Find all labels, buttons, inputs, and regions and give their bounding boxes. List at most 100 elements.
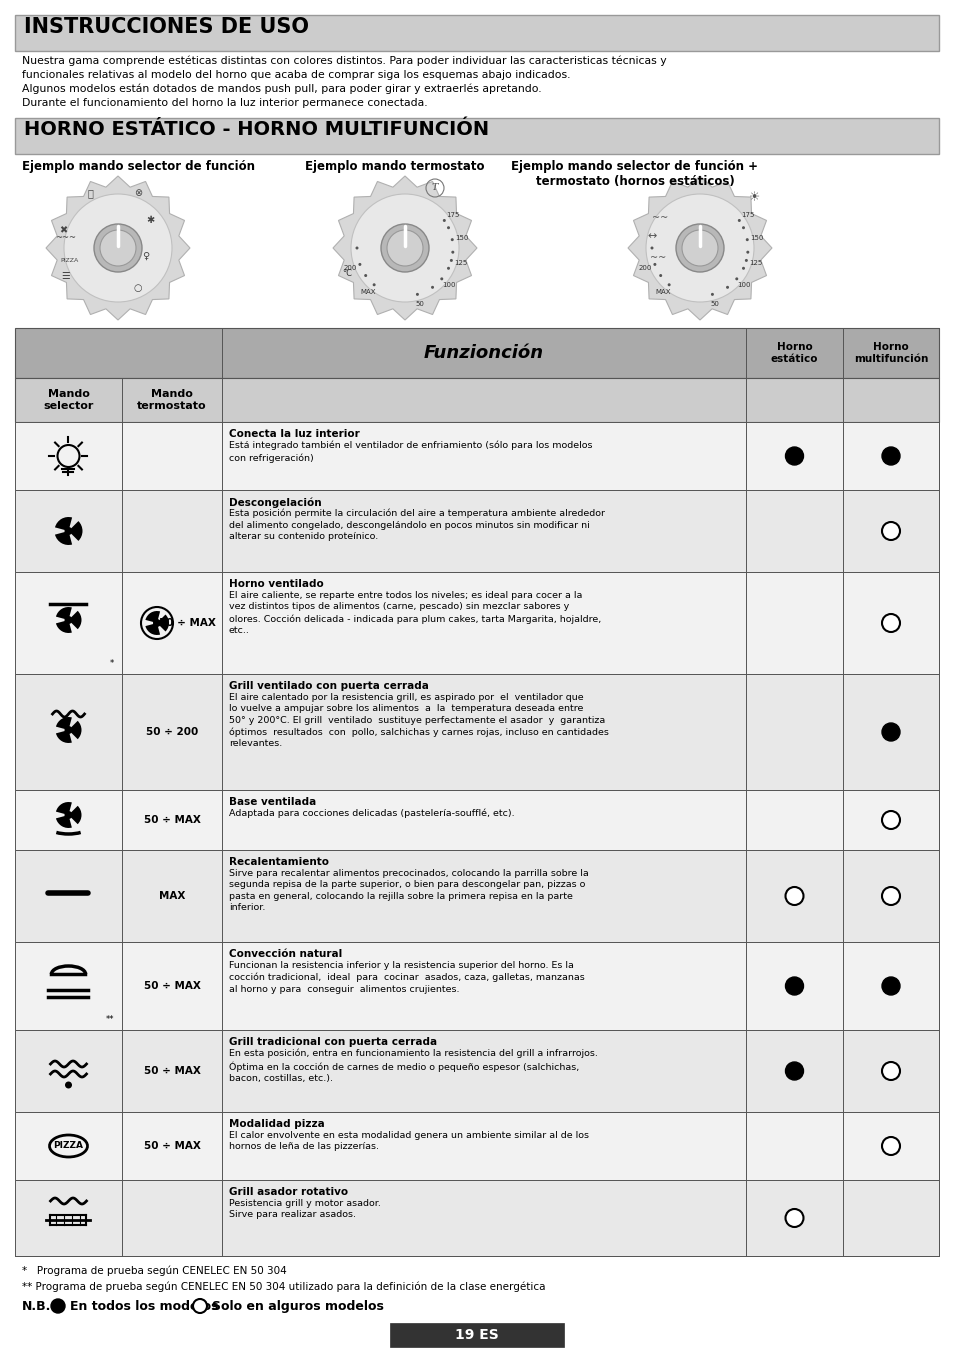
Wedge shape (145, 611, 160, 623)
Circle shape (784, 1209, 802, 1227)
Wedge shape (55, 531, 72, 544)
Circle shape (355, 246, 358, 250)
Bar (15, 942, 938, 1029)
Circle shape (439, 277, 443, 281)
Bar (15, 422, 938, 490)
Text: 175: 175 (740, 212, 754, 218)
Text: Ejemplo mando selector de función: Ejemplo mando selector de función (22, 159, 254, 173)
Text: ~~~: ~~~ (55, 234, 76, 242)
Text: Conecta la luz interior: Conecta la luz interior (229, 430, 359, 439)
Circle shape (725, 286, 728, 289)
Text: INSTRUCCIONES DE USO: INSTRUCCIONES DE USO (24, 18, 309, 36)
Text: 50 ÷ MAX: 50 ÷ MAX (143, 1066, 200, 1075)
Text: 200: 200 (343, 265, 356, 270)
Circle shape (882, 1062, 899, 1079)
Circle shape (351, 195, 458, 303)
Text: 125: 125 (749, 259, 761, 266)
Text: ⌒: ⌒ (87, 188, 92, 199)
Text: *   Programa de prueba según CENELEC EN 50 304: * Programa de prueba según CENELEC EN 50… (22, 1266, 287, 1277)
Text: El calor envolvente en esta modalidad genera un ambiente similar al de los
horno: El calor envolvente en esta modalidad ge… (229, 1131, 588, 1151)
Circle shape (659, 274, 661, 277)
Text: Horno ventilado: Horno ventilado (229, 580, 323, 589)
Bar (15, 378, 938, 422)
Circle shape (882, 977, 899, 994)
Bar (15, 15, 938, 51)
Text: ✱: ✱ (146, 215, 153, 226)
Circle shape (65, 527, 72, 535)
Circle shape (451, 251, 454, 254)
Text: Adaptada para cocciones delicadas (pastelería-soufflé, etc).: Adaptada para cocciones delicadas (paste… (229, 809, 514, 819)
Text: funcionales relativas al modelo del horno que acaba de comprar siga los esquemas: funcionales relativas al modelo del horn… (22, 70, 570, 80)
Wedge shape (56, 717, 71, 730)
Circle shape (645, 195, 753, 303)
Circle shape (784, 1062, 802, 1079)
Circle shape (387, 230, 422, 266)
Circle shape (373, 284, 375, 286)
Bar (15, 674, 938, 790)
Text: 150: 150 (455, 235, 468, 240)
Circle shape (710, 293, 713, 296)
Circle shape (94, 224, 142, 272)
Text: Está integrado también el ventilador de enfriamiento (sólo para los modelos
con : Está integrado también el ventilador de … (229, 440, 592, 462)
Text: El aire caliente, se reparte entre todos los niveles; es ideal para cocer a la
v: El aire caliente, se reparte entre todos… (229, 590, 600, 635)
Text: Grill tradicional con puerta cerrada: Grill tradicional con puerta cerrada (229, 1038, 436, 1047)
Circle shape (193, 1300, 207, 1313)
Text: Nuestra gama comprende estéticas distintas con colores distintos. Para poder ind: Nuestra gama comprende estéticas distint… (22, 55, 666, 66)
Bar (15, 790, 938, 850)
Polygon shape (627, 176, 771, 320)
Text: ☀: ☀ (749, 192, 760, 204)
Wedge shape (56, 802, 71, 815)
Circle shape (784, 977, 802, 994)
Wedge shape (56, 607, 71, 620)
Text: Horno
multifunción: Horno multifunción (853, 342, 927, 363)
Bar (15, 850, 938, 942)
Circle shape (882, 811, 899, 830)
Text: MAX: MAX (655, 289, 670, 296)
Text: ↔: ↔ (647, 231, 656, 240)
Text: 175: 175 (445, 212, 458, 218)
Text: ** Programa de prueba según CENELEC EN 50 304 utilizado para la definición de la: ** Programa de prueba según CENELEC EN 5… (22, 1281, 545, 1292)
Circle shape (737, 219, 740, 222)
Wedge shape (69, 805, 81, 824)
Circle shape (65, 725, 72, 734)
Text: 125: 125 (454, 259, 467, 266)
Circle shape (431, 286, 434, 289)
Text: Recalentamiento: Recalentamiento (229, 857, 329, 867)
Text: ○: ○ (133, 282, 142, 293)
Wedge shape (55, 517, 72, 531)
Text: Modalidad pizza: Modalidad pizza (229, 1119, 324, 1129)
Text: Pesistencia grill y motor asador.
Sirve para realizar asados.: Pesistencia grill y motor asador. Sirve … (229, 1198, 380, 1220)
Bar (390, 1323, 563, 1347)
Text: Mando
termostato: Mando termostato (137, 389, 207, 411)
Circle shape (65, 811, 72, 819)
Text: MAX: MAX (158, 892, 185, 901)
Text: Convección natural: Convección natural (229, 948, 342, 959)
Text: 50 ÷ 200: 50 ÷ 200 (146, 727, 198, 738)
Text: Horno
estático: Horno estático (770, 342, 818, 363)
Wedge shape (145, 623, 160, 635)
Text: 50: 50 (416, 301, 424, 307)
Circle shape (784, 447, 802, 465)
Wedge shape (69, 521, 82, 540)
Polygon shape (46, 176, 190, 320)
Polygon shape (333, 176, 476, 320)
Text: Base ventilada: Base ventilada (229, 797, 315, 807)
Circle shape (51, 1300, 65, 1313)
Wedge shape (69, 611, 81, 630)
Text: T: T (432, 184, 437, 192)
Wedge shape (56, 730, 71, 743)
Text: Ejemplo mando selector de función +
termostato (hornos estáticos): Ejemplo mando selector de función + term… (511, 159, 758, 188)
Text: Durante el funcionamiento del horno la luz interior permanece conectada.: Durante el funcionamiento del horno la l… (22, 99, 427, 108)
Circle shape (882, 888, 899, 905)
Circle shape (650, 246, 653, 250)
Circle shape (784, 888, 802, 905)
Circle shape (744, 259, 747, 262)
Circle shape (735, 277, 738, 281)
Text: ♀: ♀ (142, 251, 150, 261)
Circle shape (741, 266, 744, 270)
Text: Mando
selector: Mando selector (43, 389, 93, 411)
Circle shape (741, 226, 744, 230)
Circle shape (681, 230, 718, 266)
Text: MAX: MAX (359, 289, 375, 296)
Bar (15, 118, 938, 154)
